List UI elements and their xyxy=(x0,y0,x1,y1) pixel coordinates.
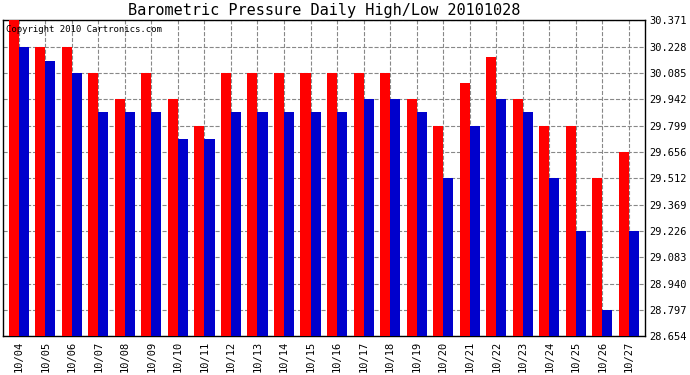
Bar xyxy=(576,231,586,336)
Bar xyxy=(178,139,188,336)
Bar xyxy=(443,178,453,336)
Bar xyxy=(300,73,310,336)
Bar xyxy=(486,57,496,336)
Bar xyxy=(46,61,55,336)
Bar xyxy=(327,73,337,336)
Bar xyxy=(417,112,427,336)
Bar xyxy=(540,126,549,336)
Bar xyxy=(337,112,347,336)
Bar xyxy=(353,73,364,336)
Bar xyxy=(470,126,480,336)
Bar xyxy=(115,99,125,336)
Bar xyxy=(629,231,639,336)
Bar xyxy=(310,112,321,336)
Bar xyxy=(380,73,390,336)
Bar xyxy=(248,73,257,336)
Bar xyxy=(195,126,204,336)
Bar xyxy=(98,112,108,336)
Bar xyxy=(390,99,400,336)
Bar xyxy=(284,112,294,336)
Bar xyxy=(72,73,82,336)
Bar xyxy=(221,73,231,336)
Bar xyxy=(460,83,470,336)
Bar xyxy=(61,46,72,336)
Bar xyxy=(406,99,417,336)
Bar xyxy=(257,112,268,336)
Bar xyxy=(566,126,576,336)
Text: Copyright 2010 Cartronics.com: Copyright 2010 Cartronics.com xyxy=(6,25,162,34)
Bar xyxy=(168,99,178,336)
Bar xyxy=(523,112,533,336)
Bar xyxy=(364,99,374,336)
Bar xyxy=(433,126,443,336)
Bar xyxy=(549,178,560,336)
Bar xyxy=(496,99,506,336)
Bar xyxy=(125,112,135,336)
Bar xyxy=(602,310,613,336)
Bar xyxy=(592,178,602,336)
Bar xyxy=(88,73,98,336)
Bar xyxy=(19,46,29,336)
Title: Barometric Pressure Daily High/Low 20101028: Barometric Pressure Daily High/Low 20101… xyxy=(128,3,520,18)
Bar xyxy=(35,46,46,336)
Bar xyxy=(274,73,284,336)
Bar xyxy=(151,112,161,336)
Bar xyxy=(141,73,151,336)
Bar xyxy=(204,139,215,336)
Bar xyxy=(8,20,19,336)
Bar xyxy=(513,99,523,336)
Bar xyxy=(231,112,241,336)
Bar xyxy=(619,152,629,336)
